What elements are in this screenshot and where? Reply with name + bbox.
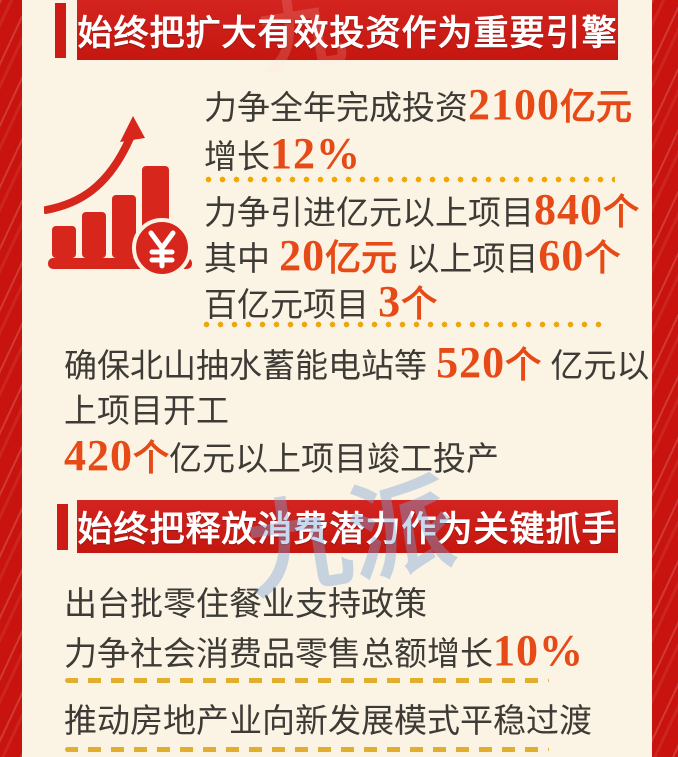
project-construction-text: 确保北山抽水蓄能电站等 520个 亿元以上项目开工 420个亿元以上项目竣工投产 [64,340,650,481]
text-segment: 增长 [204,138,270,175]
text-segment: 个 [401,284,438,324]
text-segment: 亿元以上项目开工 [64,347,650,429]
text-segment: 百亿元项目 [204,286,379,323]
text-segment: 出台批零住餐业支持政策 [64,585,427,622]
text-segment: 520 [436,338,506,387]
text-line: 百亿元项目 3个 [204,280,639,326]
text-segment: 确保北山抽水蓄能电站等 [64,347,437,384]
section1-banner: 始终把扩大有效投资作为重要引擎 [77,0,618,60]
text-line: 其中 20亿元 以上项目60个 [204,234,639,280]
text-line: 出台批零住餐业支持政策 [64,580,584,627]
text-segment: 推动房地产业向新发展模式平稳过渡 [64,702,592,739]
yuan-symbol-icon [148,230,176,269]
text-segment: 个 [584,238,621,278]
dashed-separator [65,747,549,752]
text-segment: 个 [603,192,640,232]
text-segment: 60 [538,231,585,280]
text-segment: 亿元以上项目竣工投产 [169,440,500,477]
text-segment: 力争社会消费品零售总额增长 [64,635,493,672]
right-red-border [652,0,678,757]
text-segment: 个 [133,438,170,478]
consumption-policy-text: 出台批零住餐业支持政策 力争社会消费品零售总额增长10% [64,580,584,677]
text-segment: 840 [534,185,603,234]
banner-accent-bar [57,504,68,550]
text-segment: 10% [493,626,584,675]
section1-banner-title: 始终把扩大有效投资作为重要引擎 [77,13,618,53]
text-segment: 力争引进亿元以上项目 [204,194,534,231]
dotted-separator [205,176,615,183]
left-red-border [0,0,22,757]
text-segment: 其中 [204,240,280,277]
text-segment: 亿元 [325,238,398,278]
text-line: 推动房地产业向新发展模式平稳过渡 [64,698,592,743]
text-segment: 2100 [468,80,560,129]
text-segment: 亿元 [560,87,633,127]
text-line: 确保北山抽水蓄能电站等 520个 亿元以上项目开工 [64,340,650,433]
text-segment: 力争全年完成投资 [204,89,468,126]
investment-growth-chart-icon [42,116,196,280]
text-segment: 以上项目 [397,240,539,277]
dotted-separator [203,321,603,328]
banner-accent-bar [55,3,66,58]
text-segment: 个 [505,345,542,385]
text-segment: 3 [378,277,402,326]
dashed-separator [65,678,549,683]
text-segment: 420 [64,431,133,480]
real-estate-text: 推动房地产业向新发展模式平稳过渡 [64,698,592,743]
investment-total-text: 力争全年完成投资2100亿元 增长12% [204,82,632,180]
text-segment: 20 [279,231,326,280]
section2-banner-title: 始终把释放消费潜力作为关键抓手 [77,510,618,549]
text-line: 力争引进亿元以上项目840个 [204,188,639,234]
project-intro-text: 力争引进亿元以上项目840个 其中 20亿元 以上项目60个 百亿元项目 3个 [204,188,639,326]
text-line: 420个亿元以上项目竣工投产 [64,433,650,481]
text-line: 力争全年完成投资2100亿元 [204,82,632,131]
section2-banner: 始终把释放消费潜力作为关键抓手 [77,500,618,553]
text-line: 增长12% [204,131,632,180]
text-line: 力争社会消费品零售总额增长10% [64,627,584,677]
text-segment: 12% [270,129,361,178]
